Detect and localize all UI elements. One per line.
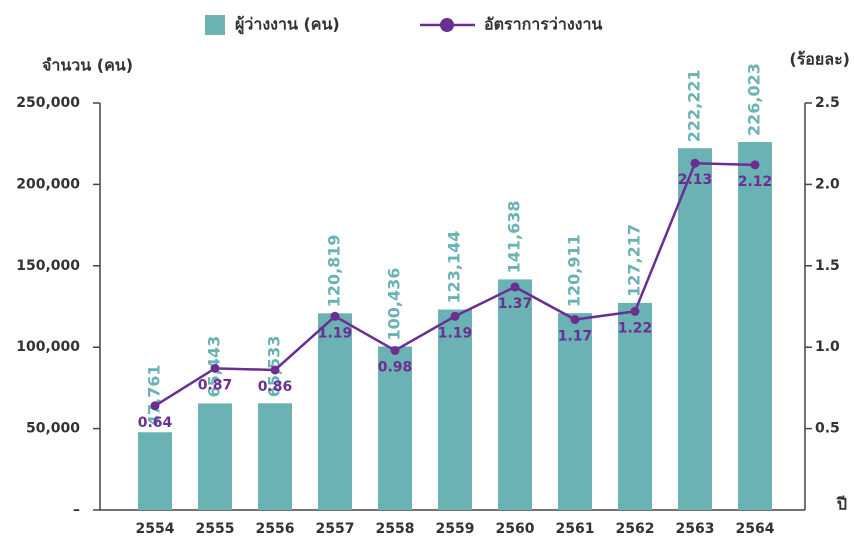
bar-value-label: 226,023 <box>745 63 764 136</box>
bar <box>558 313 592 510</box>
rate-dot <box>570 315 580 325</box>
bar <box>618 302 652 510</box>
rate-value-label: 0.64 <box>138 415 173 431</box>
bar <box>258 403 292 510</box>
x-tick-label: 2555 <box>196 521 235 537</box>
rate-value-label: 1.22 <box>618 320 653 336</box>
rate-value-label: 1.19 <box>438 325 473 341</box>
legend-label: อัตราการว่างงาน <box>484 15 602 34</box>
rate-value-label: 1.37 <box>498 296 533 312</box>
bar-value-label: 141,638 <box>505 201 524 274</box>
y2-tick-label: 2.0 <box>815 176 840 192</box>
x-tick-label: 2561 <box>556 521 595 537</box>
rate-dot <box>690 158 700 168</box>
x-tick-label: 2554 <box>136 521 175 537</box>
y2-axis-title: (ร้อยละ) <box>789 50 850 69</box>
rate-dot <box>630 306 640 316</box>
rate-value-label: 1.19 <box>318 325 353 341</box>
legend-label: ผู้ว่างงาน (คน) <box>235 15 340 36</box>
y-tick-label: 100,000 <box>16 339 80 355</box>
bar <box>438 309 472 510</box>
y-tick-label: 50,000 <box>26 421 80 437</box>
bar <box>138 432 172 510</box>
x-tick-label: 2556 <box>256 521 295 537</box>
x-tick-label: 2560 <box>496 521 535 537</box>
rate-dot <box>210 363 220 373</box>
bar <box>498 279 532 510</box>
x-axis-title: ปี <box>836 495 848 514</box>
y2-tick-label: 1.5 <box>815 258 840 274</box>
y2-tick-label: 1.0 <box>815 339 840 355</box>
rate-dot <box>750 160 760 170</box>
legend-dot <box>440 18 454 32</box>
y2-tick-label: 0.5 <box>815 421 840 437</box>
bar-value-label: 123,144 <box>445 231 464 304</box>
bar <box>378 346 412 510</box>
y2-tick-label: 2.5 <box>815 95 840 111</box>
y-tick-label: 150,000 <box>16 258 80 274</box>
rate-dot <box>270 365 280 375</box>
legend-swatch <box>205 15 225 35</box>
bar <box>318 313 352 510</box>
y-axis-title: จำนวน (คน) <box>42 56 133 75</box>
bar <box>198 403 232 510</box>
x-tick-label: 2564 <box>736 521 775 537</box>
x-tick-label: 2557 <box>316 521 355 537</box>
y-tick-label: 200,000 <box>16 176 80 192</box>
bar-value-label: 127,217 <box>625 224 644 297</box>
x-tick-label: 2563 <box>676 521 715 537</box>
rate-value-label: 2.13 <box>678 172 713 188</box>
rate-value-label: 1.17 <box>558 329 593 345</box>
y-tick-label: 250,000 <box>16 95 80 111</box>
rate-value-label: 0.87 <box>198 377 233 393</box>
bar-value-label: 100,436 <box>385 268 404 341</box>
rate-value-label: 2.12 <box>738 174 773 190</box>
bar-value-label: 120,911 <box>565 234 584 307</box>
rate-dot <box>510 282 520 292</box>
rate-dot <box>330 311 340 321</box>
bar <box>738 142 772 511</box>
rate-value-label: 0.86 <box>258 379 293 395</box>
bar <box>678 148 712 510</box>
x-tick-label: 2562 <box>616 521 655 537</box>
bar-value-label: 120,819 <box>325 234 344 307</box>
rate-dot <box>150 401 160 411</box>
x-tick-label: 2559 <box>436 521 475 537</box>
x-tick-label: 2558 <box>376 521 415 537</box>
rate-dot <box>390 345 400 355</box>
bar-value-label: 47,761 <box>145 364 164 426</box>
y-tick-label: – <box>73 502 80 518</box>
rate-dot <box>450 311 460 321</box>
rate-value-label: 0.98 <box>378 359 413 375</box>
bar-value-label: 222,221 <box>685 69 704 142</box>
